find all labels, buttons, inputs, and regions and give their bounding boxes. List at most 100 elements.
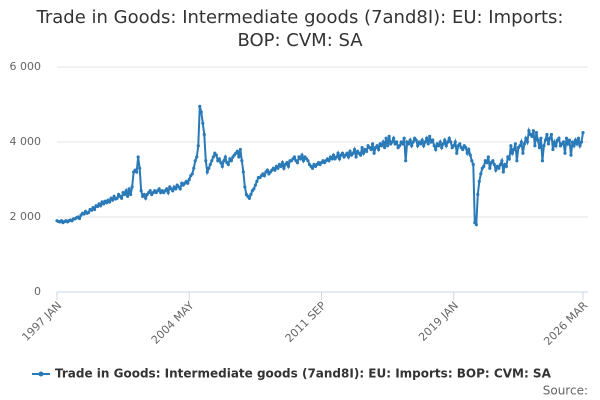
data-point <box>124 189 128 193</box>
data-point <box>519 140 523 144</box>
data-point <box>404 159 408 163</box>
data-point <box>384 136 388 140</box>
data-point <box>414 138 418 142</box>
data-point <box>223 155 227 159</box>
data-point <box>440 146 444 150</box>
data-point <box>410 144 414 148</box>
data-point <box>252 187 256 191</box>
data-point <box>372 151 376 155</box>
data-point <box>306 159 310 163</box>
data-point <box>423 140 427 144</box>
data-point <box>513 142 517 146</box>
data-point <box>557 136 561 140</box>
data-point <box>280 161 285 165</box>
data-point <box>563 151 567 155</box>
data-point <box>411 140 415 144</box>
data-point <box>77 216 82 221</box>
data-point <box>295 161 300 165</box>
data-point <box>395 140 399 144</box>
data-point <box>386 144 390 148</box>
data-point <box>419 142 423 146</box>
data-point <box>240 159 244 163</box>
data-point <box>531 129 536 133</box>
data-point <box>115 196 119 200</box>
data-point <box>554 144 558 148</box>
data-point <box>447 136 451 140</box>
data-point <box>196 144 200 148</box>
data-point <box>527 129 531 133</box>
y-tick-label: 2 000 <box>10 210 42 223</box>
data-point <box>567 138 572 142</box>
data-point <box>108 200 112 204</box>
data-point <box>331 153 336 157</box>
data-point <box>465 151 469 155</box>
data-point <box>235 149 239 153</box>
data-point <box>86 210 91 215</box>
data-point <box>381 140 385 144</box>
data-point <box>539 136 543 140</box>
x-tick-label: 1997 JAN <box>19 299 64 344</box>
data-point <box>420 138 424 142</box>
data-point <box>89 208 94 212</box>
data-point <box>569 153 573 157</box>
data-point <box>441 142 445 146</box>
data-point <box>371 142 375 146</box>
data-point <box>572 144 576 148</box>
data-point <box>204 159 208 163</box>
data-point <box>340 151 345 155</box>
data-point <box>477 179 481 183</box>
data-point <box>352 147 357 152</box>
data-point <box>471 162 475 167</box>
data-point <box>398 144 402 148</box>
data-point <box>165 187 169 191</box>
data-point <box>214 153 218 157</box>
data-point <box>438 140 442 144</box>
data-point <box>476 192 480 197</box>
data-point <box>500 159 504 163</box>
data-point <box>136 155 140 159</box>
data-point <box>139 189 143 193</box>
data-point <box>455 151 459 155</box>
data-point <box>298 157 303 161</box>
data-point <box>253 183 257 187</box>
data-point <box>279 164 283 168</box>
source: Source: <box>543 384 588 398</box>
data-point <box>486 155 490 159</box>
data-point <box>522 142 526 146</box>
data-point <box>543 138 548 142</box>
data-point <box>327 159 331 163</box>
data-point <box>561 140 566 144</box>
data-point <box>540 159 545 163</box>
data-point <box>238 147 242 152</box>
data-point <box>387 134 391 138</box>
data-point <box>285 161 289 165</box>
data-point <box>237 155 241 159</box>
data-point <box>301 159 306 163</box>
data-point <box>111 198 115 202</box>
data-point <box>361 151 366 155</box>
x-tick-label: 2026 MAR <box>541 299 590 348</box>
data-point <box>178 187 182 191</box>
data-point <box>452 144 456 148</box>
data-point <box>461 147 465 152</box>
data-point <box>375 144 379 148</box>
data-point <box>416 144 420 148</box>
data-point <box>138 166 142 170</box>
data-point <box>521 151 525 155</box>
data-point <box>576 136 581 140</box>
data-point <box>127 187 131 191</box>
data-point <box>255 179 259 183</box>
data-point <box>148 189 152 193</box>
y-tick-label: 4 000 <box>10 135 42 148</box>
legend-marker <box>38 371 44 377</box>
data-point <box>126 194 130 198</box>
data-point <box>446 140 450 144</box>
data-point <box>525 140 529 144</box>
data-point <box>402 136 406 140</box>
data-point <box>199 110 203 114</box>
x-tick-label: 2004 MAY <box>149 299 197 347</box>
data-point <box>551 147 555 152</box>
data-point <box>229 159 233 163</box>
